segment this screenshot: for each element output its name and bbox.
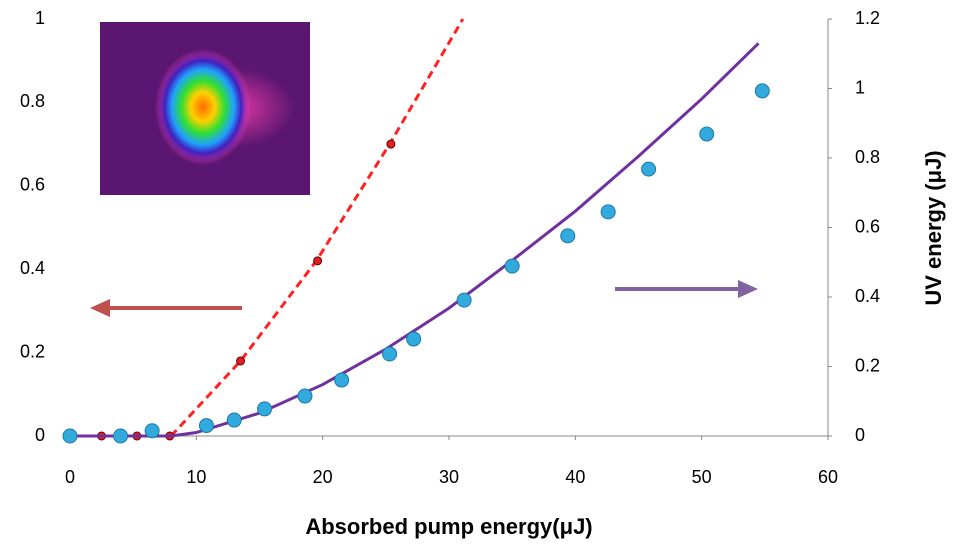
data-point bbox=[641, 161, 657, 177]
data-point bbox=[334, 372, 350, 388]
series-line bbox=[70, 42, 760, 438]
data-point bbox=[456, 292, 472, 308]
data-point bbox=[236, 356, 246, 366]
y2-tick-label: 0.6 bbox=[855, 216, 880, 236]
y-tick-label: 0.4 bbox=[20, 258, 45, 278]
y-tick-label: 0 bbox=[35, 425, 45, 445]
x-tick-label: 40 bbox=[565, 467, 585, 487]
y-tick-label: 1 bbox=[35, 8, 45, 28]
y2-tick-label: 0.8 bbox=[855, 147, 880, 167]
y2-tick-label: 1.2 bbox=[855, 8, 880, 28]
data-point bbox=[699, 126, 715, 142]
y2-tick-label: 0.2 bbox=[855, 355, 880, 375]
data-point bbox=[504, 258, 520, 274]
y-tick-label: 0.2 bbox=[20, 341, 45, 361]
data-point bbox=[113, 428, 129, 444]
data-point bbox=[198, 418, 214, 434]
data-point bbox=[600, 204, 616, 220]
x-tick-label: 30 bbox=[439, 467, 459, 487]
data-point bbox=[754, 83, 770, 99]
data-point bbox=[382, 346, 398, 362]
data-point bbox=[560, 228, 576, 244]
data-point bbox=[406, 331, 422, 347]
data-point bbox=[144, 423, 160, 439]
data-point bbox=[386, 139, 396, 149]
x-tick-label: 50 bbox=[692, 467, 712, 487]
x-tick-label: 20 bbox=[313, 467, 333, 487]
y-tick-label: 0.6 bbox=[20, 175, 45, 195]
y2-tick-label: 1 bbox=[855, 77, 865, 97]
y-tick-label: 0.8 bbox=[20, 91, 45, 111]
y2-axis-title: UV energy (μJ) bbox=[921, 150, 946, 305]
data-point bbox=[226, 412, 242, 428]
y2-tick-label: 0 bbox=[855, 425, 865, 445]
data-point bbox=[62, 428, 78, 444]
inset-image bbox=[100, 22, 310, 195]
data-point bbox=[257, 401, 273, 417]
y2-tick-label: 0.4 bbox=[855, 286, 880, 306]
x-tick-label: 0 bbox=[65, 467, 75, 487]
data-point bbox=[313, 256, 323, 266]
x-tick-label: 60 bbox=[818, 467, 838, 487]
right-arrow bbox=[615, 280, 758, 298]
x-axis-title: Absorbed pump energy(μJ) bbox=[305, 514, 592, 539]
left-arrow bbox=[90, 299, 242, 317]
x-tick-label: 10 bbox=[186, 467, 206, 487]
data-point bbox=[297, 388, 313, 404]
